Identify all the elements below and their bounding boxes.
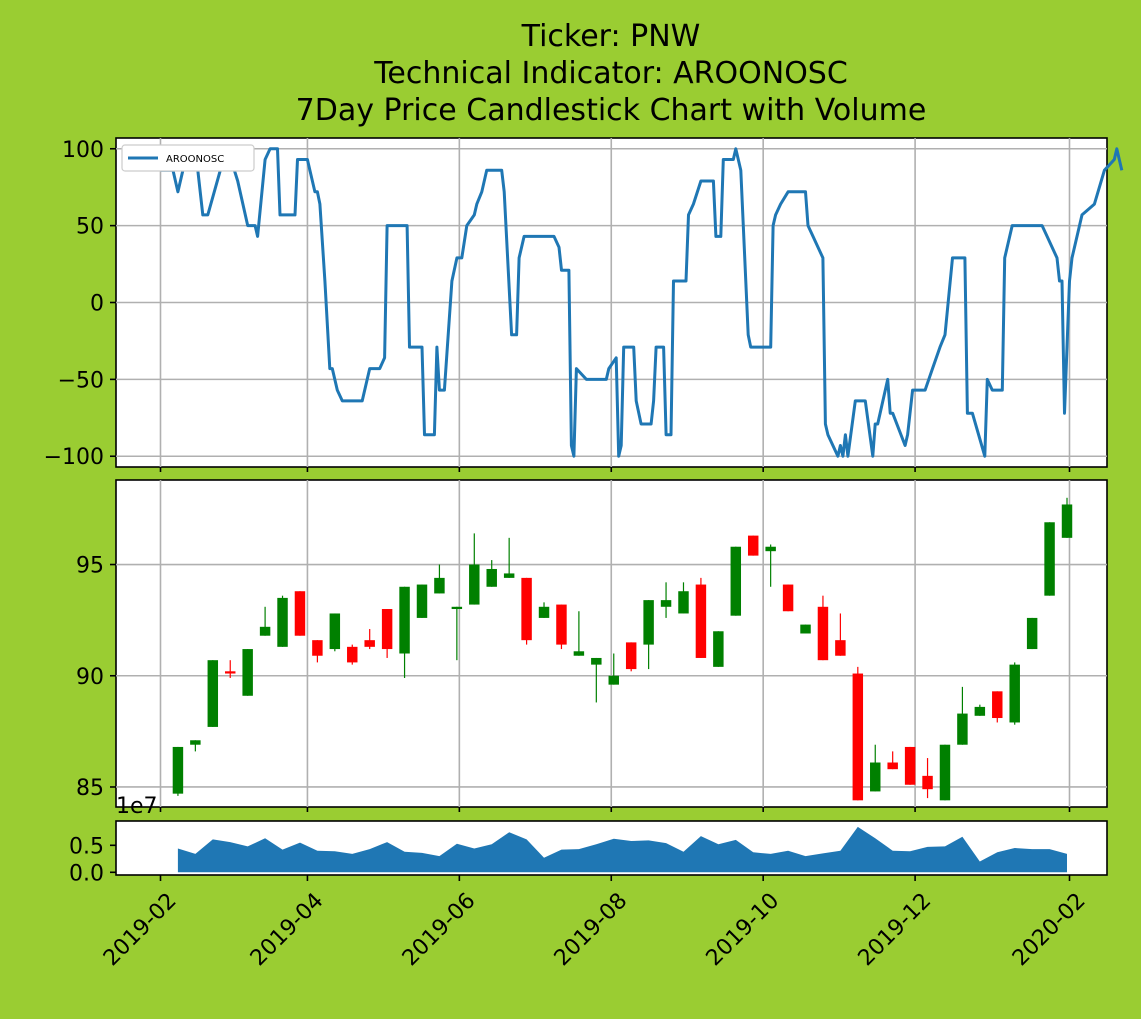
candle-down: [521, 577, 532, 641]
candle-down: [225, 671, 236, 674]
indicator-y-tick-label: 100: [62, 138, 104, 163]
candle-up: [1061, 504, 1073, 538]
candle-down: [835, 640, 846, 656]
candle-down: [992, 691, 1003, 719]
candle-up: [730, 546, 742, 616]
candle-down: [747, 535, 759, 556]
candle-up: [660, 600, 672, 607]
candlesticks: [172, 497, 1073, 801]
volume-y-tick-label: 0.0: [69, 861, 104, 886]
candle-up: [172, 746, 184, 794]
volume-area: [177, 826, 1067, 873]
candle-up: [800, 624, 811, 634]
indicator-y-tick-label: −100: [44, 445, 104, 470]
price-y-axis: 85 90 95: [76, 554, 116, 801]
date-x-tick-label: 2019-04: [246, 888, 329, 971]
candle-up: [1026, 617, 1038, 650]
price-grid: [116, 480, 1107, 807]
candle-up: [190, 740, 201, 745]
candle-up: [1009, 664, 1020, 723]
candle-up: [416, 584, 428, 618]
volume-y-tick-label: 0.5: [69, 834, 104, 859]
candle-up: [399, 586, 410, 654]
price-y-tick-label: 90: [76, 665, 104, 690]
candle-down: [904, 746, 916, 785]
candle-up: [939, 744, 951, 801]
title-line-1: Ticker: PNW: [521, 19, 701, 54]
date-x-tick-label: 2019-06: [398, 888, 481, 971]
volume-y-axis: 0.50.0: [69, 834, 116, 886]
indicator-y-tick-label: 0: [90, 292, 104, 317]
date-x-tick-label: 2019-02: [99, 888, 182, 971]
candle-up: [503, 573, 515, 578]
title-line-2: Technical Indicator: AROONOSC: [373, 56, 848, 91]
candle-up: [957, 713, 968, 745]
candle-up: [643, 600, 654, 645]
candle-up: [713, 631, 724, 667]
candle-up: [451, 606, 463, 610]
candle-up: [277, 597, 288, 647]
indicator-x-ticks: [159, 467, 1071, 472]
candle-down: [294, 591, 306, 636]
date-x-axis: 2019-02 2019-04 2019-06 2019-08 2019-10 2019-…: [99, 875, 1091, 971]
date-x-tick-label: 2020-02: [1008, 888, 1091, 971]
candle-up: [259, 626, 271, 636]
candle-up: [207, 660, 219, 727]
candle-up: [678, 591, 689, 614]
indicator-y-axis: 100 50 0 −50 −100: [44, 138, 116, 470]
candle-up: [486, 568, 497, 587]
candle-up: [765, 546, 776, 552]
candle-down: [556, 604, 567, 645]
candle-down: [364, 640, 375, 647]
candle-down: [922, 775, 933, 790]
indicator-grid: [116, 138, 1107, 467]
candle-down: [347, 646, 358, 663]
candle-up: [573, 651, 585, 656]
date-x-tick-label: 2019-12: [854, 888, 937, 971]
candle-down: [782, 584, 794, 612]
indicator-panel: 100 50 0 −50 −100 AROONOSC: [44, 137, 1124, 472]
date-x-tick-label: 2019-10: [702, 888, 785, 971]
indicator-legend: AROONOSC: [121, 144, 255, 172]
volume-offset-label: 1e7: [116, 794, 158, 819]
candle-down: [381, 609, 393, 650]
volume-panel: 0.50.0 2019-02 2019-04 2019-06 2019-08 2019-…: [69, 794, 1108, 971]
price-panel: 85 90 95: [76, 479, 1108, 812]
candle-up: [870, 762, 881, 792]
candle-up: [538, 606, 550, 618]
candle-up: [242, 649, 253, 696]
price-x-ticks: [159, 807, 1071, 812]
candle-down: [625, 642, 637, 670]
indicator-y-tick-label: −50: [58, 368, 104, 393]
date-x-tick-label: 2019-08: [550, 888, 633, 971]
price-y-tick-label: 85: [76, 776, 104, 801]
indicator-y-tick-label: 50: [76, 215, 104, 240]
candle-down: [695, 584, 707, 658]
candle-up: [591, 657, 602, 665]
legend-box: [121, 144, 255, 172]
legend-label: AROONOSC: [166, 154, 224, 165]
candle-up: [469, 564, 480, 605]
aroonosc-line: [160, 147, 1124, 458]
candle-down: [817, 606, 829, 661]
chart-title: Ticker: PNW Technical Indicator: AROONOS…: [296, 19, 927, 128]
candle-up: [974, 706, 986, 716]
candle-up: [434, 577, 445, 594]
candle-up: [608, 675, 619, 685]
candle-down: [312, 640, 323, 656]
candle-down: [852, 673, 864, 801]
candle-up: [329, 613, 341, 650]
title-line-3: 7Day Price Candlestick Chart with Volume: [296, 93, 927, 128]
price-y-tick-label: 95: [76, 554, 104, 579]
candle-up: [1044, 522, 1055, 596]
candle-down: [887, 762, 898, 770]
